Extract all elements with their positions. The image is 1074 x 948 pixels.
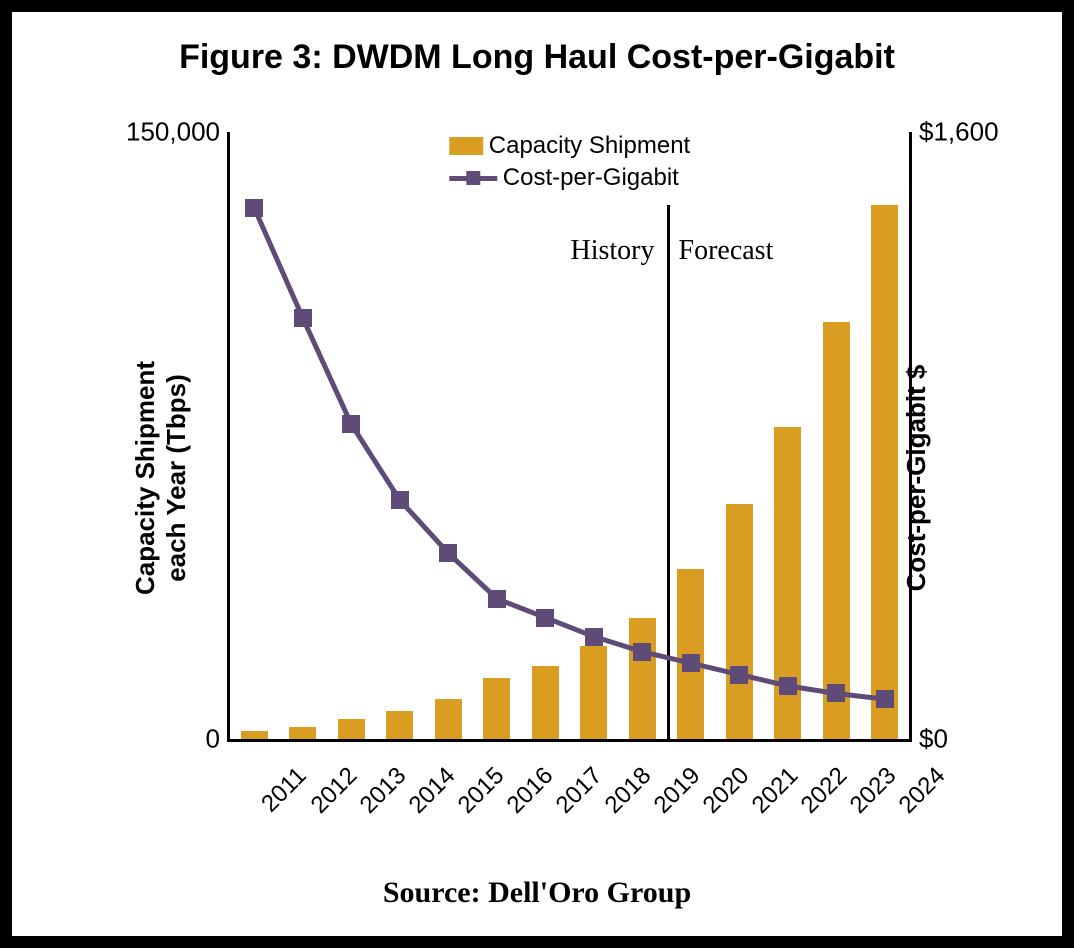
line-marker [633,643,651,661]
plot-area: Capacity Shipment Cost-per-Gigabit 0150,… [227,132,912,742]
legend-swatch-line [449,176,497,181]
chart-inner: Figure 3: DWDM Long Haul Cost-per-Gigabi… [32,32,1042,916]
line-marker [294,309,312,327]
x-tick-label: 2015 [453,762,511,820]
line-marker [342,415,360,433]
x-tick-label: 2019 [649,762,707,820]
x-tick-label: 2012 [306,762,364,820]
x-tick-label: 2023 [844,762,902,820]
legend-item-bars: Capacity Shipment [449,132,690,160]
cost-line [254,208,885,699]
line-marker [391,491,409,509]
line-marker [245,199,263,217]
legend-marker [466,171,480,185]
legend-label-line: Cost-per-Gigabit [503,164,679,192]
x-axis-labels: 2011201220132014201520162017201820192020… [227,752,912,842]
x-tick-label: 2016 [502,762,560,820]
legend: Capacity Shipment Cost-per-Gigabit [449,132,690,196]
legend-item-line: Cost-per-Gigabit [449,164,690,192]
chart-title: Figure 3: DWDM Long Haul Cost-per-Gigabi… [32,38,1042,77]
x-tick-label: 2017 [551,762,609,820]
y-left-axis-label: Capacity Shipment each Year (Tbps) [130,361,192,595]
chart-frame: Figure 3: DWDM Long Haul Cost-per-Gigabi… [0,0,1074,948]
x-tick-label: 2020 [697,762,755,820]
source-attribution: Source: Dell'Oro Group [32,876,1042,910]
x-tick-label: 2011 [257,762,313,818]
line-marker [779,677,797,695]
y-left-tick: 150,000 [126,117,220,148]
legend-swatch-bars [449,137,483,155]
y-right-tick: $0 [919,724,948,755]
x-tick-label: 2021 [746,762,804,820]
legend-label-bars: Capacity Shipment [489,132,690,160]
x-tick-label: 2018 [600,762,658,820]
line-marker [730,666,748,684]
plot-wrap: Capacity Shipment each Year (Tbps) Cost-… [32,104,1042,852]
line-marker [536,609,554,627]
y-right-tick: $1,600 [919,117,999,148]
line-marker [488,590,506,608]
x-tick-label: 2014 [404,762,462,820]
line-marker [585,628,603,646]
x-tick-label: 2024 [893,762,951,820]
x-tick-label: 2013 [355,762,413,820]
line-marker [682,654,700,672]
y-left-tick: 0 [206,724,220,755]
x-tick-label: 2022 [795,762,853,820]
line-marker [876,690,894,708]
line-marker [827,684,845,702]
line-layer [230,132,909,739]
line-marker [439,544,457,562]
